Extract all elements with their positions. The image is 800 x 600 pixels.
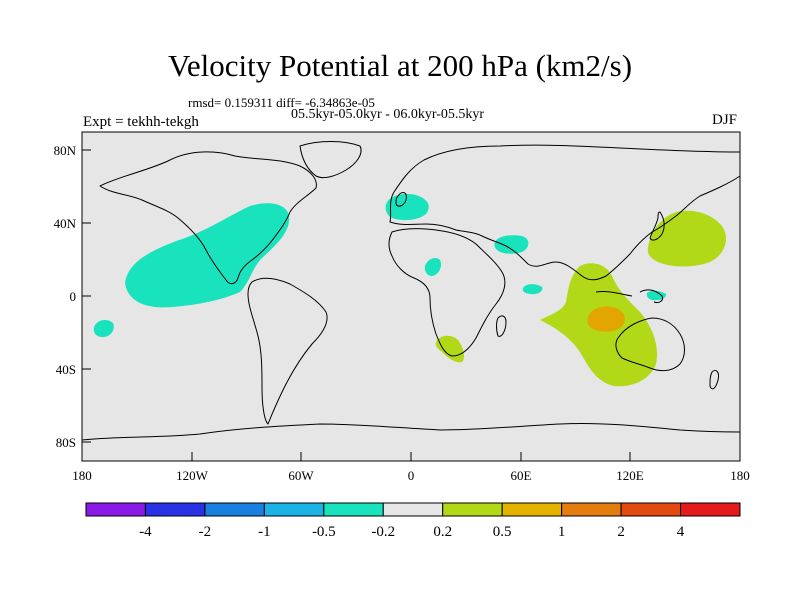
lat-label: 40N [54, 216, 77, 231]
lat-label: 80S [56, 435, 76, 450]
colorbar-swatch [620, 502, 682, 517]
colorbar-label: 2 [617, 524, 625, 540]
lon-label: 120W [176, 468, 209, 483]
coast-eurasia [389, 144, 741, 281]
colorbar-swatch [263, 502, 325, 517]
colorbar-swatch [204, 502, 265, 517]
colorbar-swatch [323, 502, 384, 517]
lat-label: 80N [54, 143, 77, 158]
axis-ticks [81, 149, 741, 461]
experiment-label: Expt = tekhh-tekgh [83, 114, 199, 130]
lon-label: 180 [730, 468, 750, 483]
colorbar-swatch [382, 502, 444, 517]
coast-madagascar [496, 315, 507, 337]
colorbar-swatch [144, 502, 206, 517]
lon-label: 60W [288, 468, 314, 483]
colorbar-label: 1 [558, 524, 566, 540]
colorbar-label: -0.5 [312, 524, 336, 540]
coast-australia [615, 317, 685, 372]
colorbar-label: -0.2 [371, 524, 395, 540]
lon-label: 180 [72, 468, 92, 483]
coast-north-america [99, 151, 317, 285]
latitude-labels: 80N 40N 0 40S 80S [54, 143, 77, 450]
colorbar-label: -2 [199, 524, 212, 540]
region-arabia-negative [494, 235, 529, 254]
region-indianocean-core-positive [587, 306, 625, 332]
colorbar-label: 0.2 [433, 524, 452, 540]
coast-newzealand [709, 369, 719, 390]
region-indonesia-negative [646, 290, 667, 301]
lat-label: 0 [70, 289, 77, 304]
region-japan-positive [647, 210, 726, 267]
region-spacific-negative [93, 319, 114, 338]
coast-indonesia [595, 289, 663, 303]
coast-antarctica [81, 422, 741, 441]
chart-title: Velocity Potential at 200 hPa (km2/s) [167, 48, 633, 83]
colorbar-label: -1 [258, 524, 271, 540]
lat-label: 40S [56, 362, 76, 377]
coastlines [81, 141, 741, 441]
region-westafrica-negative [424, 258, 442, 276]
coast-africa [388, 228, 506, 357]
longitude-labels: 180 120W 60W 0 60E 120E 180 [72, 468, 750, 483]
lon-label: 60E [511, 468, 532, 483]
coast-greenland [299, 141, 362, 179]
lon-label: 120E [616, 468, 644, 483]
region-npacific-negative [125, 203, 290, 308]
colorbar-swatch [85, 502, 146, 517]
colorbar: -4 -2 -1 -0.5 -0.2 0.2 0.5 1 2 4 [85, 502, 741, 540]
coast-uk [395, 192, 407, 207]
colorbar-swatch [501, 502, 563, 517]
colorbar-swatch [561, 502, 622, 517]
period-text: 05.5kyr-05.0kyr - 06.0kyr-05.5kyr [291, 107, 485, 122]
anomaly-regions [93, 194, 726, 387]
coast-japan [649, 211, 665, 241]
colorbar-swatch [442, 502, 503, 517]
colorbar-label: 0.5 [493, 524, 512, 540]
coast-south-america [247, 277, 328, 425]
colorbar-label: -4 [139, 524, 152, 540]
region-eqafrica-negative [522, 284, 543, 295]
season-label: DJF [712, 112, 738, 128]
stats-text: rmsd= 0.159311 diff= -6.34863e-05 [188, 95, 375, 110]
lon-label: 0 [408, 468, 415, 483]
colorbar-swatch [680, 502, 741, 517]
colorbar-label: 4 [677, 524, 685, 540]
